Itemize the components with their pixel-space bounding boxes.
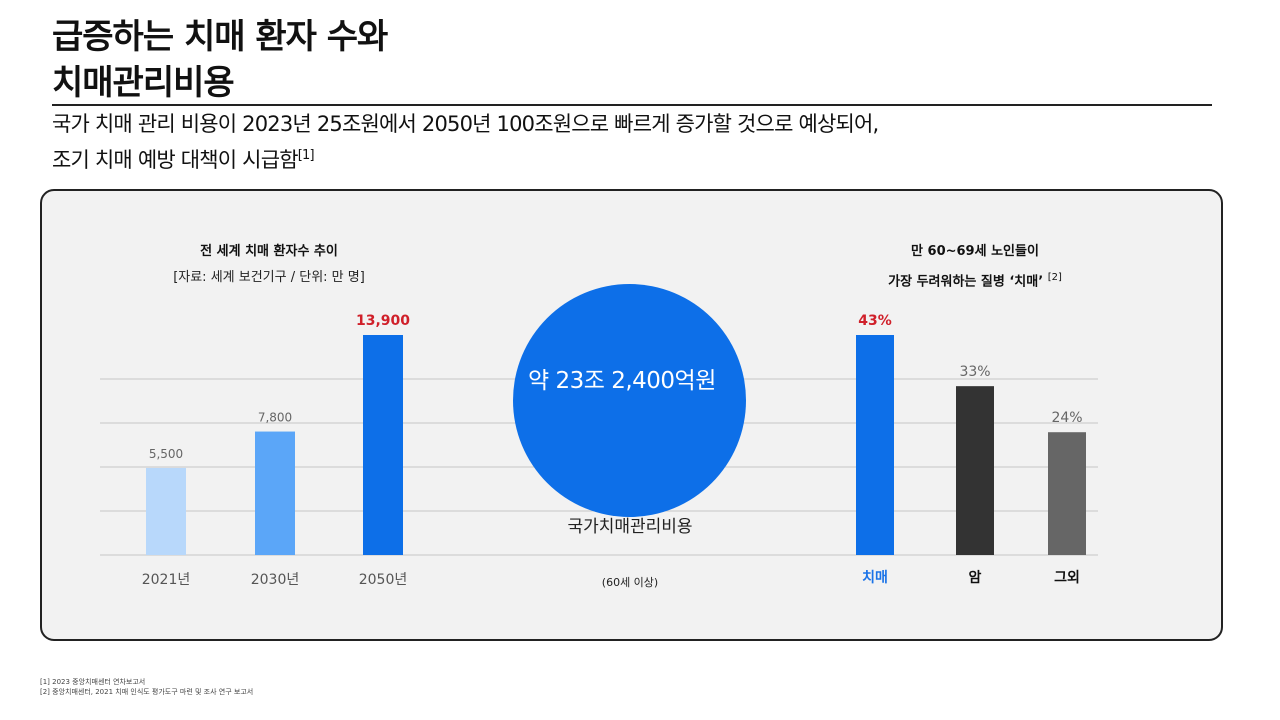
footnote-1: [1] 2023 중앙치매센터 연차보고서: [40, 678, 146, 686]
cost-bubble-sublabel: (60세 이상): [601, 576, 659, 589]
chart1-value-label-2: 13,900: [356, 313, 410, 329]
chart1-bar-0: [146, 467, 186, 555]
left-chart-source: [자료: 세계 보건기구 / 단위: 만 명]: [173, 270, 365, 285]
chart1-category-label-0: 2021년: [142, 572, 191, 588]
cost-bubble-value: 약 23조 2,400억원: [528, 368, 716, 394]
chart2-bar-1: [956, 386, 994, 555]
title-divider: [52, 104, 1212, 106]
subtitle-line-2-text: 조기 치매 예방 대책이 시급함: [52, 148, 299, 172]
chart2-value-label-1: 33%: [959, 364, 990, 380]
chart1-category-label-1: 2030년: [251, 572, 300, 588]
chart2-category-label-1: 암: [969, 569, 982, 586]
page-subtitle: 국가 치매 관리 비용이 2023년 25조원에서 2050년 100조원으로 …: [52, 108, 879, 176]
chart2-category-label-2: 그외: [1054, 569, 1080, 586]
chart2-value-label-0: 43%: [858, 313, 892, 329]
chart2-category-label-0: 치매: [862, 570, 888, 586]
footnotes: [1] 2023 중앙치매센터 연차보고서 [2] 중앙치매센터, 2021 치…: [40, 677, 253, 697]
chart2-bar-0: [856, 335, 894, 555]
right-chart-title-line-1: 만 60~69세 노인들이: [911, 244, 1039, 259]
left-chart-heading: 전 세계 치매 환자수 추이 [자료: 세계 보건기구 / 단위: 만 명]: [124, 242, 414, 288]
left-chart-title: 전 세계 치매 환자수 추이: [200, 244, 338, 259]
chart1-value-label-0: 5,500: [149, 447, 183, 461]
right-chart-ref: [2]: [1047, 272, 1062, 283]
right-chart-title-line-2: 가장 두려워하는 질병 ‘치매’ [2]: [830, 268, 1120, 292]
title-line-2: 치매관리비용: [52, 63, 235, 103]
chart2-bar-2: [1048, 432, 1086, 555]
cost-bubble-label: 국가치매관리비용: [567, 517, 693, 537]
cost-bubble: [513, 284, 746, 517]
chart1-bar-1: [255, 431, 295, 555]
chart1-bar-2: [363, 335, 403, 555]
subtitle-line-1: 국가 치매 관리 비용이 2023년 25조원에서 2050년 100조원으로 …: [52, 112, 879, 136]
chart1-category-label-2: 2050년: [359, 572, 408, 588]
subtitle-ref: [1]: [297, 148, 315, 163]
footnote-2: [2] 중앙치매센터, 2021 치매 인식도 평가도구 마련 및 조사 연구 …: [40, 688, 254, 696]
subtitle-line-2: 조기 치매 예방 대책이 시급함[1]: [52, 140, 878, 176]
page-title: 급증하는 치매 환자 수와 치매관리비용: [52, 14, 388, 106]
title-line-1: 급증하는 치매 환자 수와: [52, 17, 388, 57]
chart2-value-label-2: 24%: [1051, 410, 1082, 426]
chart1-value-label-1: 7,800: [258, 411, 292, 425]
right-chart-title-line-2-text: 가장 두려워하는 질병 ‘치매’: [888, 274, 1044, 290]
right-chart-heading: 만 60~69세 노인들이 가장 두려워하는 질병 ‘치매’ [2]: [830, 242, 1120, 292]
